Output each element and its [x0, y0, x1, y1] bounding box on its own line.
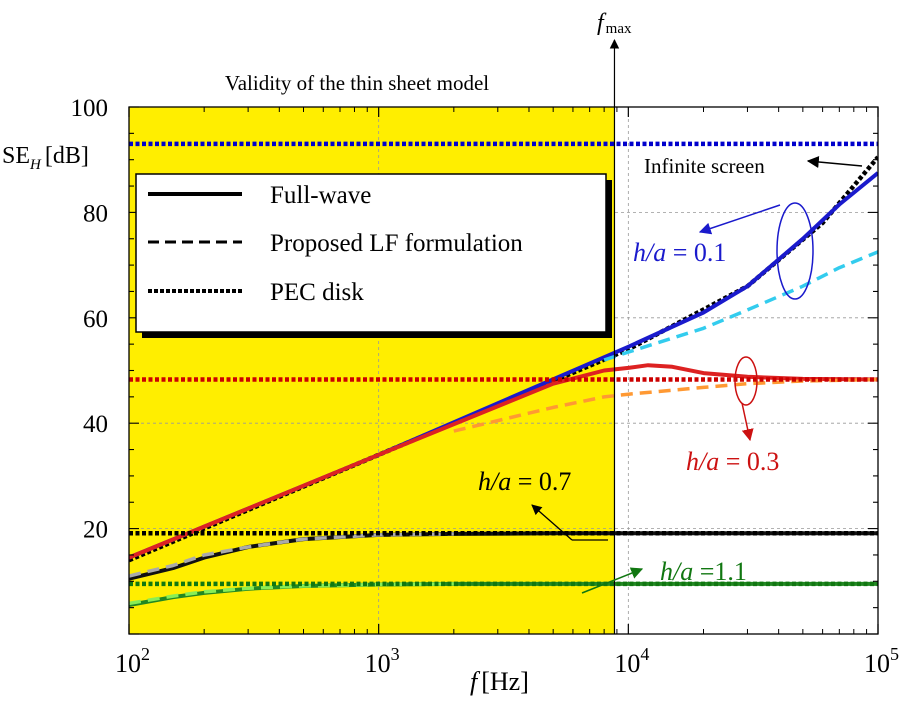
x-tick-label: 105 [864, 644, 899, 678]
x-axis-label: f [Hz] [470, 667, 529, 696]
legend-box [135, 173, 607, 333]
y-axis-label: SEH [dB] [2, 143, 89, 173]
h07-label: h/a = 0.7 [478, 467, 571, 496]
annotations: Infinite screen h/a = 0.1 h/a = 0.3 h/a … [478, 154, 863, 594]
x-tick-labels: 102 103 104 105 [115, 644, 899, 678]
h03-arrow [741, 402, 754, 442]
series-layer [129, 141, 878, 607]
y-tick-label: 40 [83, 411, 108, 438]
legend-label-full-wave: Full-wave [270, 182, 371, 209]
legend: Full-wave Proposed LF formulation PEC di… [135, 173, 612, 338]
infinite-screen-arrow [806, 156, 863, 168]
y-tick-label: 20 [83, 517, 108, 544]
series-h-a-0-3-full-wave [129, 363, 878, 560]
h07-arrow-head [531, 504, 573, 541]
x-tick-label: 102 [115, 644, 150, 678]
y-tick-label: 60 [83, 306, 108, 333]
axis-ticks [128, 106, 879, 635]
x-tick-label: 103 [365, 644, 400, 678]
chart-title: Validity of the thin sheet model [225, 71, 489, 95]
y-tick-label: 100 [71, 95, 109, 122]
h01-label: h/a = 0.1 [633, 238, 726, 267]
h01-ellipse [776, 202, 814, 300]
h03-label: h/a = 0.3 [686, 447, 779, 476]
h01-arrow [698, 204, 781, 235]
y-tick-label: 80 [83, 200, 108, 227]
fmax-label: f max [597, 10, 632, 37]
h11-label: h/a =1.1 [660, 557, 747, 586]
h11-arrow [581, 567, 644, 594]
y-tick-labels: 20 40 60 80 100 [71, 95, 109, 544]
legend-label-pec-disk: PEC disk [270, 279, 364, 306]
x-tick-label: 104 [614, 644, 649, 678]
h03-ellipse [734, 356, 758, 406]
legend-label-proposed-lf: Proposed LF formulation [270, 230, 523, 257]
series-h-a-0-1-proposed-lf [603, 250, 878, 362]
infinite-screen-label: Infinite screen [644, 154, 765, 178]
